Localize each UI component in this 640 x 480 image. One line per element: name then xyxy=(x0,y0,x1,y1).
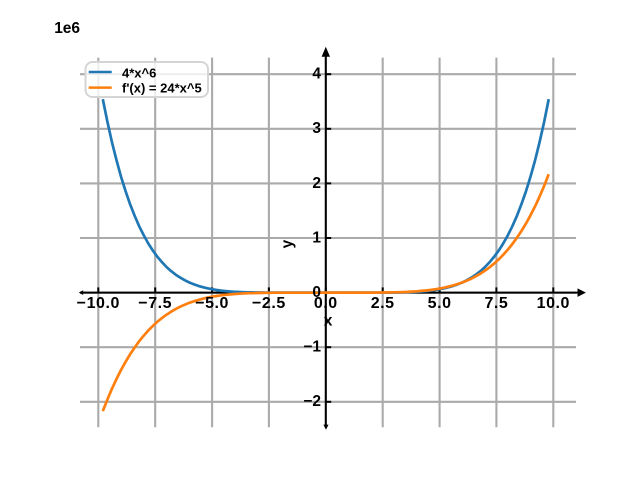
svg-text:7.5: 7.5 xyxy=(484,295,508,312)
svg-text:5.0: 5.0 xyxy=(428,295,452,312)
svg-text:2: 2 xyxy=(312,175,321,192)
svg-text:−5.0: −5.0 xyxy=(195,295,229,312)
svg-text:x: x xyxy=(324,313,333,330)
svg-text:4: 4 xyxy=(312,66,321,83)
svg-text:0: 0 xyxy=(312,284,321,301)
svg-text:f'(x) = 24*x^5: f'(x) = 24*x^5 xyxy=(122,81,202,96)
svg-text:y: y xyxy=(279,239,296,248)
svg-text:−2.5: −2.5 xyxy=(252,295,286,312)
svg-text:0.0: 0.0 xyxy=(314,295,338,312)
svg-text:3: 3 xyxy=(312,120,321,137)
svg-text:4*x^6: 4*x^6 xyxy=(122,66,156,81)
svg-text:−10.0: −10.0 xyxy=(77,295,120,312)
svg-text:2.5: 2.5 xyxy=(371,295,395,312)
svg-text:−7.5: −7.5 xyxy=(138,295,172,312)
svg-text:10.0: 10.0 xyxy=(537,295,570,312)
svg-text:1: 1 xyxy=(312,229,321,246)
svg-text:−1: −1 xyxy=(303,339,321,356)
svg-text:−2: −2 xyxy=(303,393,321,410)
svg-text:1e6: 1e6 xyxy=(54,20,80,37)
